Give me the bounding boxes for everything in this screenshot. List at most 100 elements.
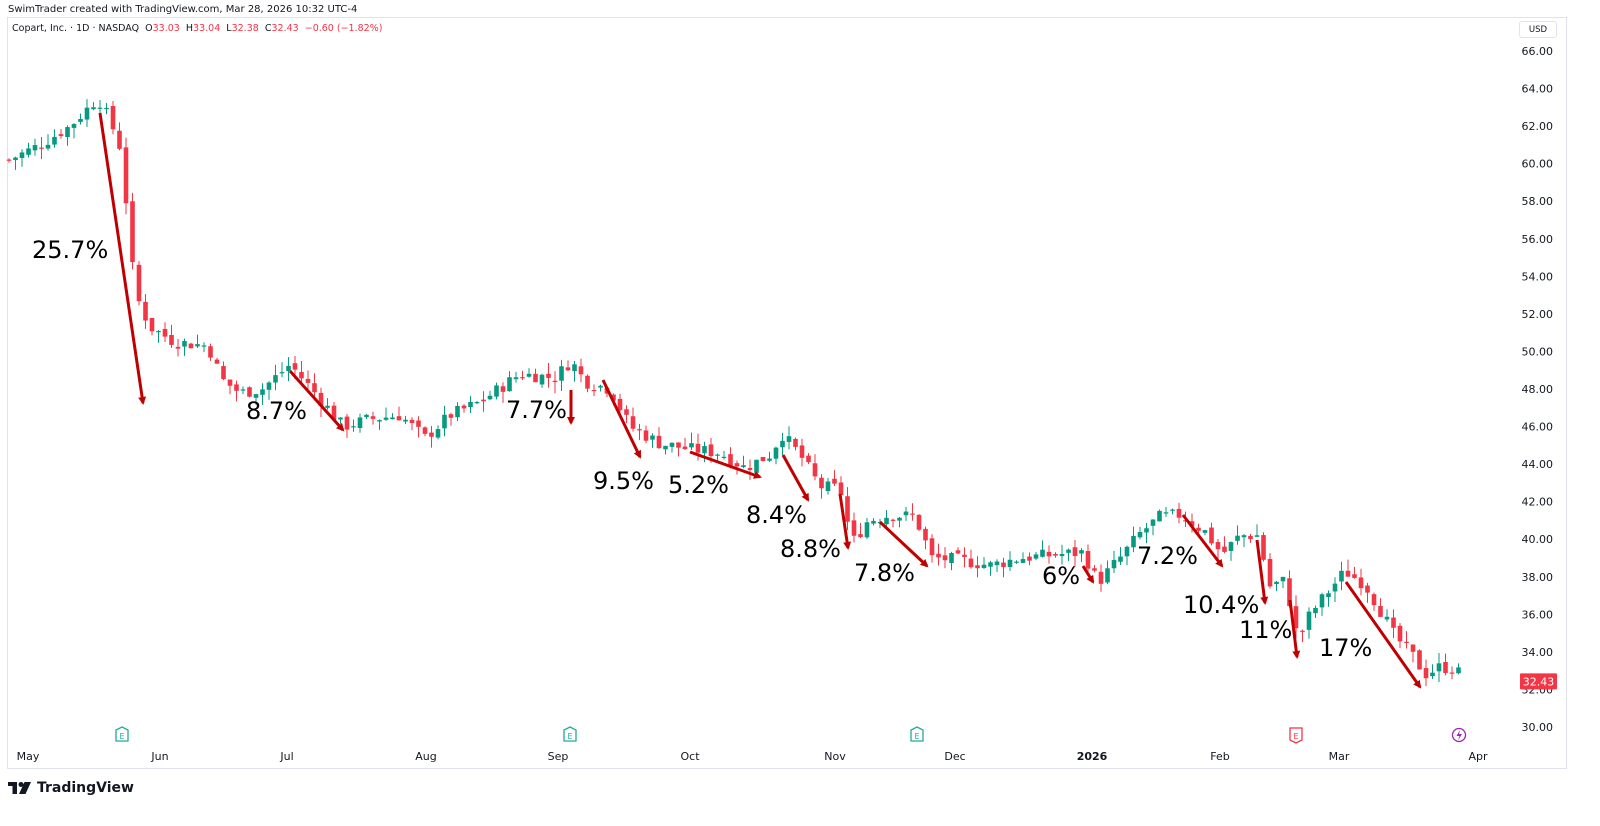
- drawdown-arrow[interactable]: [1288, 599, 1301, 659]
- candle-up[interactable]: [52, 136, 57, 145]
- candle-up[interactable]: [1020, 559, 1026, 563]
- candle-down[interactable]: [6, 159, 12, 161]
- candle-up[interactable]: [78, 118, 83, 122]
- candle-down[interactable]: [39, 147, 44, 149]
- candle-down[interactable]: [838, 482, 844, 496]
- drawdown-arrow[interactable]: [288, 369, 345, 432]
- candle-up[interactable]: [1040, 549, 1045, 557]
- candle-down[interactable]: [585, 375, 590, 389]
- candle-down[interactable]: [58, 134, 64, 137]
- candle-down[interactable]: [1378, 606, 1383, 617]
- candle-up[interactable]: [1066, 549, 1071, 553]
- candle-down[interactable]: [188, 343, 194, 349]
- candle-down[interactable]: [890, 519, 896, 521]
- chart-pane[interactable]: [7, 17, 1567, 769]
- candle-up[interactable]: [71, 124, 77, 128]
- candle-down[interactable]: [533, 373, 538, 383]
- candle-down[interactable]: [1345, 570, 1351, 577]
- candle-up[interactable]: [1157, 510, 1162, 522]
- candle-up[interactable]: [1430, 672, 1435, 677]
- candle-down[interactable]: [1443, 661, 1448, 673]
- candle-up[interactable]: [1059, 553, 1065, 557]
- candle-down[interactable]: [162, 328, 168, 337]
- candle-down[interactable]: [812, 463, 818, 477]
- candle-up[interactable]: [1241, 535, 1247, 538]
- candle-down[interactable]: [682, 446, 688, 450]
- candle-down[interactable]: [806, 455, 811, 463]
- candle-up[interactable]: [754, 459, 759, 473]
- candle-down[interactable]: [149, 317, 155, 332]
- candle-down[interactable]: [656, 435, 662, 449]
- candle-up[interactable]: [988, 562, 993, 567]
- candle-down[interactable]: [227, 379, 233, 386]
- candle-down[interactable]: [1209, 527, 1214, 544]
- candle-down[interactable]: [214, 359, 220, 364]
- candle-up[interactable]: [786, 436, 792, 442]
- candle-up[interactable]: [325, 405, 330, 408]
- candle-down[interactable]: [1189, 521, 1195, 527]
- candle-up[interactable]: [994, 561, 1000, 566]
- candle-up[interactable]: [279, 372, 285, 374]
- candle-up[interactable]: [240, 389, 246, 391]
- candle-down[interactable]: [247, 387, 252, 397]
- candle-up[interactable]: [715, 454, 720, 456]
- candle-down[interactable]: [1449, 672, 1455, 674]
- candle-up[interactable]: [1150, 519, 1156, 526]
- candle-up[interactable]: [338, 417, 343, 420]
- candle-down[interactable]: [923, 528, 928, 541]
- candle-down[interactable]: [591, 390, 597, 392]
- candle-down[interactable]: [637, 429, 642, 431]
- earnings-icon[interactable]: E: [910, 726, 924, 742]
- candle-down[interactable]: [1365, 585, 1370, 593]
- drawdown-arrow[interactable]: [1081, 565, 1095, 584]
- candle-down[interactable]: [221, 366, 226, 380]
- candle-down[interactable]: [305, 378, 311, 383]
- candle-down[interactable]: [1196, 527, 1201, 531]
- candle-down[interactable]: [396, 416, 402, 421]
- candle-up[interactable]: [1274, 581, 1279, 584]
- candle-up[interactable]: [1313, 607, 1318, 614]
- candle-up[interactable]: [1144, 528, 1149, 533]
- drawdown-label[interactable]: 7.2%: [1137, 542, 1198, 570]
- candle-down[interactable]: [312, 383, 317, 393]
- candle-up[interactable]: [981, 564, 987, 568]
- candle-down[interactable]: [1085, 551, 1091, 569]
- candle-up[interactable]: [104, 107, 109, 110]
- candle-up[interactable]: [260, 389, 265, 395]
- candle-down[interactable]: [1397, 625, 1403, 642]
- candle-up[interactable]: [364, 414, 369, 418]
- candle-down[interactable]: [1391, 617, 1396, 628]
- drawdown-arrow[interactable]: [98, 112, 147, 405]
- candle-down[interactable]: [409, 419, 415, 424]
- candle-up[interactable]: [474, 402, 480, 404]
- candle-up[interactable]: [435, 429, 441, 438]
- candle-up[interactable]: [390, 417, 395, 420]
- candle-down[interactable]: [832, 478, 837, 484]
- candle-down[interactable]: [676, 442, 681, 448]
- candle-down[interactable]: [708, 444, 714, 457]
- candle-down[interactable]: [461, 405, 467, 409]
- candle-up[interactable]: [442, 414, 447, 429]
- candle-down[interactable]: [962, 554, 967, 557]
- candle-up[interactable]: [1014, 561, 1019, 563]
- candle-up[interactable]: [455, 405, 460, 418]
- candle-down[interactable]: [1092, 568, 1097, 571]
- candle-down[interactable]: [169, 334, 174, 345]
- drawdown-arrow[interactable]: [878, 520, 929, 568]
- candle-up[interactable]: [507, 377, 512, 392]
- candle-up[interactable]: [201, 345, 207, 347]
- candle-down[interactable]: [1183, 520, 1188, 522]
- candle-down[interactable]: [1371, 594, 1377, 606]
- candle-up[interactable]: [1254, 535, 1260, 537]
- candle-down[interactable]: [1267, 558, 1273, 587]
- candle-up[interactable]: [45, 144, 51, 149]
- drawdown-label[interactable]: 10.4%: [1183, 591, 1259, 619]
- candle-up[interactable]: [91, 107, 96, 110]
- candle-down[interactable]: [799, 445, 805, 458]
- candle-up[interactable]: [1202, 530, 1208, 533]
- candle-up[interactable]: [773, 447, 779, 459]
- candle-down[interactable]: [331, 405, 337, 420]
- candle-up[interactable]: [526, 373, 532, 377]
- candle-up[interactable]: [351, 426, 356, 428]
